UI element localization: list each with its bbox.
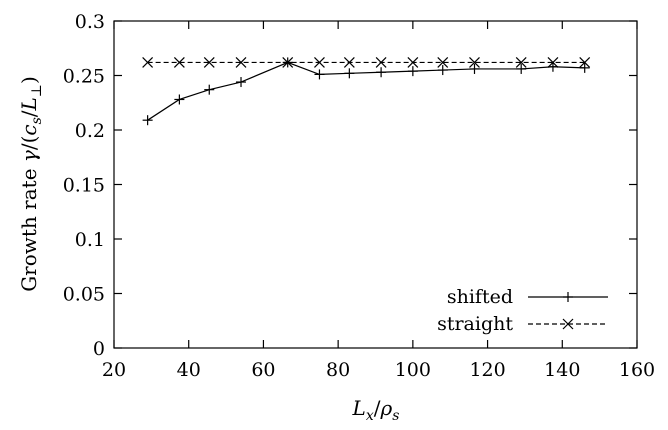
axis-ticks <box>113 20 638 349</box>
legend-sample-straight <box>528 318 608 330</box>
data-point <box>376 67 387 78</box>
data-point <box>204 84 215 95</box>
y-tick-label: 0.05 <box>63 284 105 306</box>
data-point <box>314 56 325 68</box>
x-tick-label: 20 <box>102 359 126 381</box>
axis-tick-labels: 20 40 60 80 100 120 140 160 0 0.05 0.1 0.15 0.2 0.25 0… <box>63 11 655 381</box>
data-point <box>235 56 247 68</box>
data-point <box>344 68 355 79</box>
data-point <box>407 56 419 68</box>
x-tick-label: 160 <box>619 359 655 381</box>
x-tick-label: 40 <box>177 359 201 381</box>
x-tick-label: 120 <box>469 359 505 381</box>
x-tick-label: 80 <box>326 359 350 381</box>
y-tick-label: 0.15 <box>63 175 105 197</box>
legend: shifted straight <box>437 286 608 335</box>
data-point <box>314 69 325 80</box>
data-point <box>579 62 590 73</box>
data-point <box>579 56 591 68</box>
legend-marker <box>562 318 574 330</box>
data-point <box>469 63 480 74</box>
plot-frame <box>113 20 638 349</box>
x-tick-label: 100 <box>395 359 431 381</box>
y-tick-label: 0.2 <box>75 120 105 142</box>
data-point <box>142 115 153 126</box>
legend-label-straight: straight <box>437 313 513 335</box>
x-tick-label: 60 <box>251 359 275 381</box>
data-point <box>203 56 215 68</box>
data-point <box>437 56 449 68</box>
series-straight <box>142 56 591 68</box>
data-point <box>173 56 185 68</box>
y-axis-label: Growth rate γ/(cs/L⊥) <box>17 76 45 292</box>
legend-marker <box>563 292 573 302</box>
x-axis-label: Lx/ρs <box>352 396 400 424</box>
data-point <box>547 56 559 68</box>
data-point <box>547 61 558 72</box>
y-tick-label: 0.25 <box>63 66 105 88</box>
y-tick-label: 0.1 <box>75 229 105 251</box>
data-point <box>236 77 247 88</box>
series-line <box>147 61 585 121</box>
data-point <box>516 63 527 74</box>
y-tick-label: 0.3 <box>75 11 105 33</box>
legend-sample-shifted <box>528 292 608 302</box>
data-point <box>469 56 480 68</box>
data-point <box>343 56 355 68</box>
data-point <box>515 56 527 68</box>
data-point <box>437 65 448 76</box>
data-point <box>407 66 418 77</box>
y-tick-label: 0 <box>93 338 105 360</box>
data-point <box>142 56 154 68</box>
x-tick-label: 140 <box>544 359 580 381</box>
data-point <box>174 94 185 105</box>
legend-label-shifted: shifted <box>447 286 513 308</box>
series-shifted <box>142 57 590 126</box>
data-point <box>375 56 387 68</box>
data-point <box>282 56 294 68</box>
